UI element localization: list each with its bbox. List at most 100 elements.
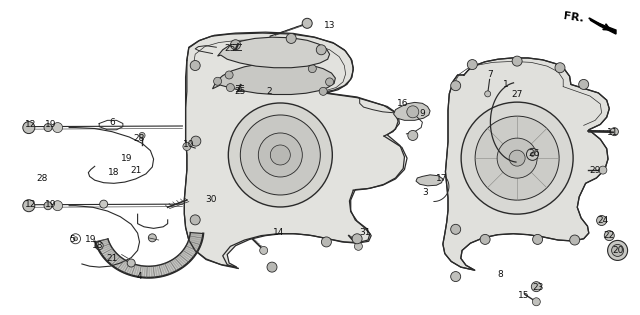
Circle shape bbox=[611, 128, 618, 136]
Circle shape bbox=[127, 259, 135, 267]
Circle shape bbox=[326, 78, 333, 86]
Circle shape bbox=[230, 40, 241, 50]
Polygon shape bbox=[118, 260, 127, 271]
Polygon shape bbox=[186, 244, 199, 251]
Polygon shape bbox=[131, 265, 138, 276]
Circle shape bbox=[532, 298, 540, 306]
Polygon shape bbox=[188, 241, 200, 247]
Polygon shape bbox=[124, 262, 132, 274]
Circle shape bbox=[190, 60, 200, 71]
Text: 8: 8 bbox=[498, 270, 503, 278]
Circle shape bbox=[44, 123, 52, 132]
Polygon shape bbox=[98, 244, 111, 250]
Text: 24: 24 bbox=[597, 216, 609, 225]
Polygon shape bbox=[155, 266, 160, 277]
Text: 26: 26 bbox=[529, 149, 540, 158]
Text: 19: 19 bbox=[85, 235, 97, 244]
Circle shape bbox=[319, 87, 327, 95]
Text: 5: 5 bbox=[69, 235, 74, 244]
Circle shape bbox=[95, 242, 103, 250]
Text: 4: 4 bbox=[137, 272, 142, 281]
Circle shape bbox=[52, 123, 63, 133]
Circle shape bbox=[512, 56, 522, 66]
Polygon shape bbox=[189, 238, 202, 243]
Polygon shape bbox=[416, 175, 443, 186]
Text: 28: 28 bbox=[134, 134, 145, 143]
Circle shape bbox=[190, 215, 200, 225]
Text: 29: 29 bbox=[589, 166, 601, 175]
Polygon shape bbox=[147, 266, 149, 278]
Circle shape bbox=[148, 234, 156, 242]
Polygon shape bbox=[106, 253, 117, 262]
Polygon shape bbox=[157, 265, 163, 277]
Polygon shape bbox=[190, 232, 204, 236]
Polygon shape bbox=[218, 37, 330, 68]
Circle shape bbox=[259, 133, 302, 177]
Polygon shape bbox=[129, 264, 136, 275]
Circle shape bbox=[227, 83, 234, 92]
Circle shape bbox=[451, 224, 461, 234]
Polygon shape bbox=[183, 249, 195, 257]
Polygon shape bbox=[95, 239, 108, 244]
Text: 12: 12 bbox=[25, 120, 36, 129]
Text: 18: 18 bbox=[92, 241, 103, 249]
Text: 1: 1 bbox=[503, 80, 508, 89]
Polygon shape bbox=[109, 255, 120, 265]
Circle shape bbox=[52, 201, 63, 211]
Circle shape bbox=[555, 63, 565, 73]
Polygon shape bbox=[184, 248, 196, 255]
Circle shape bbox=[484, 91, 491, 97]
Text: 22: 22 bbox=[604, 231, 615, 240]
Polygon shape bbox=[96, 241, 109, 246]
Circle shape bbox=[570, 235, 580, 245]
Polygon shape bbox=[168, 261, 177, 272]
Circle shape bbox=[286, 33, 296, 43]
Polygon shape bbox=[141, 266, 145, 278]
Circle shape bbox=[461, 102, 573, 214]
Circle shape bbox=[531, 152, 534, 156]
Circle shape bbox=[475, 116, 559, 200]
Polygon shape bbox=[153, 266, 157, 278]
Text: 31: 31 bbox=[359, 228, 371, 237]
Polygon shape bbox=[166, 262, 174, 273]
Polygon shape bbox=[164, 263, 172, 274]
Circle shape bbox=[74, 237, 77, 241]
Text: 6: 6 bbox=[109, 118, 115, 127]
Text: 12: 12 bbox=[25, 200, 36, 209]
Circle shape bbox=[497, 138, 537, 178]
Polygon shape bbox=[188, 239, 202, 245]
Polygon shape bbox=[590, 20, 616, 34]
Text: 30: 30 bbox=[205, 195, 217, 203]
Circle shape bbox=[228, 103, 332, 207]
Text: 7: 7 bbox=[487, 71, 492, 79]
Polygon shape bbox=[178, 255, 189, 264]
Polygon shape bbox=[172, 259, 181, 270]
Text: 25: 25 bbox=[225, 44, 236, 53]
Polygon shape bbox=[108, 254, 118, 263]
Polygon shape bbox=[161, 264, 167, 276]
Circle shape bbox=[100, 200, 108, 208]
Text: 27: 27 bbox=[511, 90, 523, 99]
Text: 28: 28 bbox=[36, 175, 47, 183]
Circle shape bbox=[191, 136, 201, 146]
Polygon shape bbox=[111, 257, 122, 266]
Polygon shape bbox=[159, 265, 164, 276]
Polygon shape bbox=[180, 252, 192, 261]
Circle shape bbox=[532, 234, 543, 244]
Text: 19: 19 bbox=[45, 200, 57, 209]
Circle shape bbox=[408, 130, 418, 140]
Polygon shape bbox=[443, 58, 609, 270]
Circle shape bbox=[467, 60, 477, 70]
Polygon shape bbox=[122, 262, 130, 273]
Polygon shape bbox=[115, 259, 125, 269]
Text: 19: 19 bbox=[121, 154, 132, 163]
Circle shape bbox=[225, 71, 233, 79]
Circle shape bbox=[527, 148, 538, 160]
Circle shape bbox=[308, 65, 316, 73]
Circle shape bbox=[321, 237, 332, 247]
Text: 19: 19 bbox=[45, 120, 57, 129]
Circle shape bbox=[612, 244, 623, 256]
Polygon shape bbox=[189, 236, 203, 240]
Text: 21: 21 bbox=[130, 166, 141, 175]
Circle shape bbox=[480, 234, 490, 244]
